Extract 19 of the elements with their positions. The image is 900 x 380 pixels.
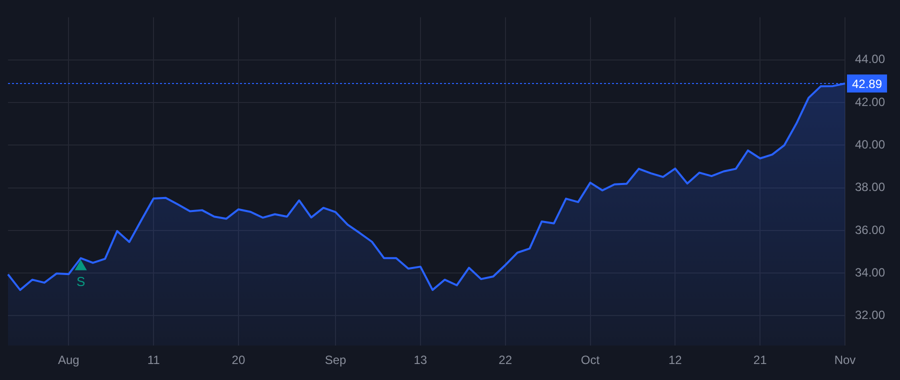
x-tick-label: Oct — [580, 353, 600, 368]
y-tick-label: 38.00 — [855, 180, 886, 194]
x-tick-label: 21 — [753, 353, 768, 368]
x-tick-label: Sep — [324, 353, 347, 368]
x-tick-label: 20 — [232, 353, 246, 368]
y-tick-label: 32.00 — [855, 308, 886, 322]
y-tick-label: 44.00 — [855, 52, 886, 66]
ref-line-label: 42.89 — [852, 76, 882, 91]
y-tick-label: 36.00 — [855, 222, 886, 237]
x-tick-label: 22 — [498, 353, 512, 368]
x-tick-label: 13 — [414, 353, 428, 368]
series-label: S — [76, 274, 86, 289]
y-tick-label: 42.00 — [855, 94, 886, 109]
y-tick-label: 40.00 — [855, 137, 886, 152]
x-tick-label: 12 — [668, 353, 682, 368]
y-tick-label: 34.00 — [855, 265, 886, 280]
x-tick-label: Nov — [834, 353, 856, 368]
x-tick-label: Aug — [58, 353, 80, 368]
x-tick-label: 11 — [147, 353, 160, 368]
